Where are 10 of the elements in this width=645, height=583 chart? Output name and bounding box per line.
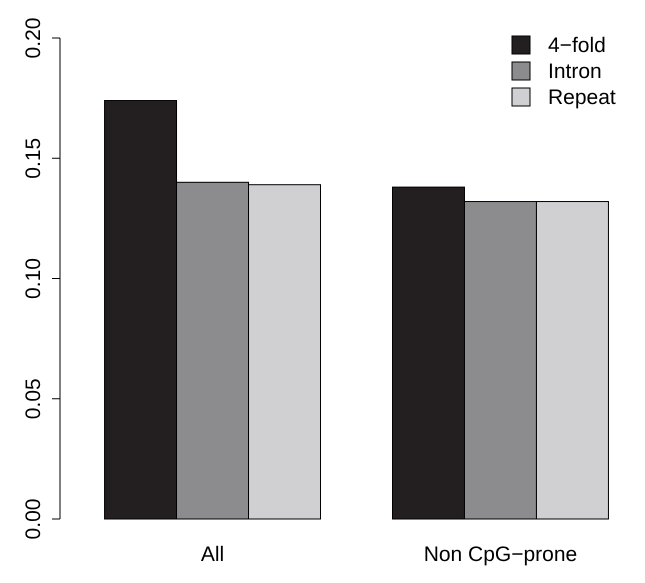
x-tick-label: Non CpG−prone bbox=[424, 543, 578, 566]
y-tick-label: 0.10 bbox=[22, 258, 45, 299]
legend-label: Repeat bbox=[548, 86, 616, 109]
y-tick-label: 0.05 bbox=[22, 378, 45, 420]
y-tick-label: 0.00 bbox=[22, 498, 45, 540]
legend-label: 4−fold bbox=[548, 34, 606, 57]
legend-label: Intron bbox=[548, 60, 602, 83]
y-tick-label: 0.15 bbox=[22, 138, 45, 179]
x-tick-label: All bbox=[200, 543, 224, 566]
y-tick-label: 0.20 bbox=[22, 18, 45, 58]
